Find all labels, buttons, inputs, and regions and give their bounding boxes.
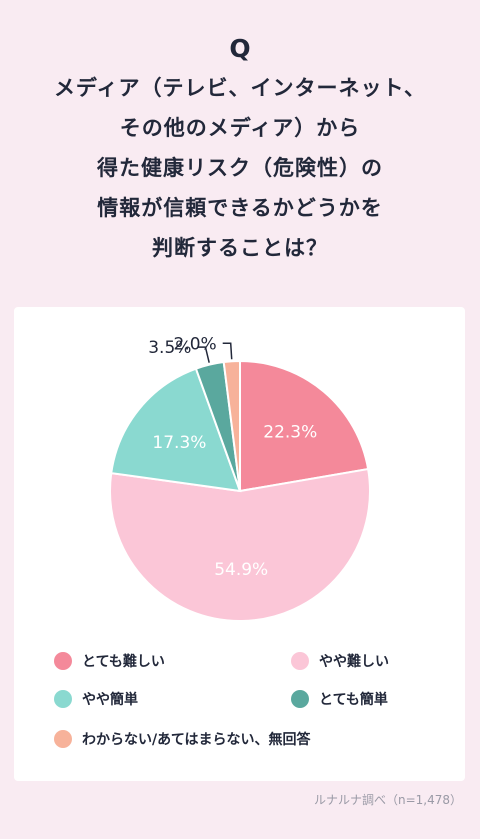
pie-chart: 22.3% 54.9% 17.3% 3.5%2.0% xyxy=(109,334,371,622)
leader-line xyxy=(197,346,210,363)
source-note: ルナルナ調べ（n=1,478） xyxy=(313,793,462,807)
question-line: その他のメディア）から xyxy=(119,116,361,140)
slice-value-label: 2.0% xyxy=(174,334,217,354)
slice-value-label: 3.5% xyxy=(148,338,191,358)
question-line: 判断することは？ xyxy=(152,236,328,260)
slice-value-label: 17.3% xyxy=(152,433,206,453)
slice-value-label: 22.3% xyxy=(263,422,317,442)
question-mark-label: Q xyxy=(229,34,251,63)
question-line: メディア（テレビ、インターネット、 xyxy=(53,76,427,100)
pie-slice xyxy=(239,359,370,493)
slice-value-label: 54.9% xyxy=(214,560,268,580)
pie-slice xyxy=(110,367,242,493)
chart-card: 22.3% 54.9% 17.3% 3.5% 2.0% とても難しい やや難しい やや簡単と… xyxy=(14,307,465,781)
pie-slice xyxy=(222,359,241,492)
leader-line xyxy=(222,342,233,360)
question-line: 得た健康リスク（危険性）の xyxy=(97,156,383,180)
pie-slice xyxy=(109,467,371,622)
question-line: 情報が信頼できるかどうかを xyxy=(97,196,383,220)
question-text: メディア（テレビ、インターネット、 その他のメディア）から 得た健康リスク（危険… xyxy=(0,68,480,268)
